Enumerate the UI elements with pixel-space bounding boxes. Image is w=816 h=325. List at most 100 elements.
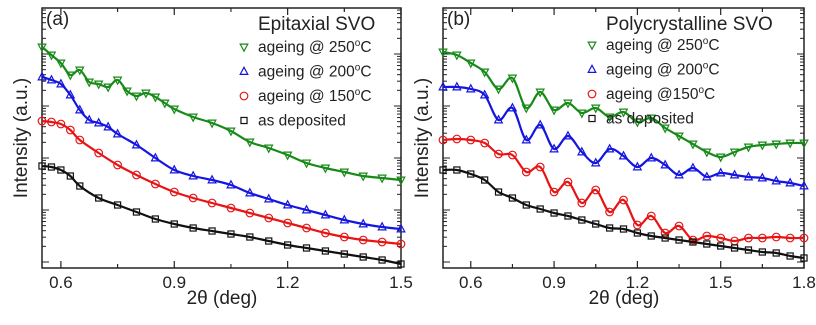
- legend-marker: [239, 66, 249, 75]
- legend-entry-degree: o: [355, 87, 361, 98]
- data-point: [397, 260, 405, 268]
- x-tick-label: 1.2: [626, 273, 650, 292]
- data-point: [37, 43, 47, 53]
- data-point: [675, 236, 683, 244]
- x-tick-label: 1.8: [792, 273, 816, 292]
- data-point: [113, 201, 122, 209]
- legend-entry-degree: o: [355, 63, 361, 74]
- data-point: [618, 108, 629, 118]
- series-line: [41, 164, 402, 266]
- data-point: [438, 48, 448, 58]
- data-point: [661, 234, 669, 242]
- data-point: [84, 114, 95, 124]
- data-point: [758, 248, 766, 256]
- legend-entry-degree: o: [698, 85, 704, 96]
- data-point: [590, 104, 601, 114]
- legend-entry-label: ageing @ 250oC: [606, 36, 720, 54]
- series-line: [41, 46, 402, 182]
- data-point: [604, 113, 615, 123]
- legend-entry-label: as deposited: [258, 113, 346, 130]
- data-point: [37, 116, 47, 126]
- data-point: [377, 174, 387, 184]
- panel-b: (b) Polycrystalline SVO Intensity (a.u.)…: [412, 7, 816, 309]
- panel-a: (a) Epitaxial SVO Intensity (a.u.) 2θ (d…: [11, 7, 413, 309]
- legend-entry-main: ageing @ 200: [258, 64, 355, 81]
- x-tick-label: 1.2: [276, 273, 300, 292]
- data-point: [438, 135, 448, 145]
- data-point: [674, 169, 684, 179]
- data-point: [151, 215, 160, 223]
- legend-entry-main: ageing @ 150: [258, 88, 355, 105]
- data-point: [465, 83, 476, 93]
- legend-entry-label: ageing @ 250oC: [258, 38, 372, 56]
- data-point: [467, 170, 475, 178]
- data-point: [93, 80, 104, 90]
- data-point: [743, 171, 754, 181]
- data-point: [646, 211, 656, 221]
- tick-layer: 0.6 0.9 1.2 1.5 1.8: [443, 8, 816, 292]
- data-point: [563, 130, 573, 140]
- legend-entry-label: ageing @ 200oC: [258, 63, 372, 81]
- data-point: [358, 172, 369, 182]
- legend-entry-unit: C: [708, 37, 719, 54]
- data-point: [507, 74, 518, 84]
- data-point: [169, 105, 180, 115]
- data-point: [632, 161, 643, 171]
- data-point: [646, 114, 657, 124]
- legend-entry-unit: C: [360, 39, 371, 56]
- data-point: [772, 249, 780, 257]
- data-point: [591, 185, 601, 195]
- data-point: [302, 244, 311, 252]
- data-point: [632, 118, 643, 128]
- data-point: [188, 193, 198, 203]
- data-point: [619, 195, 628, 205]
- data-point: [757, 172, 768, 182]
- data-point: [660, 124, 670, 134]
- data-point: [65, 125, 75, 135]
- series-2: [37, 116, 406, 249]
- data-point: [493, 114, 504, 124]
- data-point: [207, 198, 217, 208]
- data-point: [74, 66, 85, 76]
- data-point: [785, 233, 795, 243]
- data-point: [112, 76, 123, 86]
- legend-marker: [587, 89, 597, 99]
- data-point: [452, 51, 462, 61]
- legend-entry-degree: o: [703, 36, 709, 47]
- data-point: [563, 99, 573, 109]
- legend-entry-label: as deposited: [606, 111, 694, 128]
- data-point: [660, 228, 670, 238]
- data-point: [590, 157, 601, 167]
- tick-layer: 0.6 0.9 1.2 1.5: [42, 8, 413, 292]
- data-point: [522, 201, 530, 209]
- data-point: [521, 134, 532, 144]
- legend-marker: [239, 91, 249, 101]
- data-point: [150, 93, 161, 103]
- data-point: [743, 143, 754, 153]
- legend-entry-label: ageing @ 150oC: [258, 87, 372, 105]
- data-point: [549, 143, 559, 153]
- data-point: [265, 237, 273, 245]
- legend-entry-degree: o: [703, 61, 709, 72]
- data-point: [169, 164, 180, 174]
- data-point: [282, 151, 293, 161]
- data-point: [122, 87, 132, 97]
- data-point: [321, 247, 330, 255]
- data-point: [339, 214, 350, 224]
- data-point: [226, 203, 236, 213]
- data-point: [283, 218, 293, 228]
- data-point: [494, 188, 503, 196]
- plot-frame: [442, 7, 805, 269]
- data-point: [160, 99, 170, 109]
- data-point: [521, 167, 531, 177]
- data-point: [786, 252, 794, 260]
- series-line: [442, 168, 805, 260]
- data-point: [757, 233, 767, 243]
- data-point: [74, 104, 85, 114]
- data-point: [226, 179, 236, 189]
- data-point: [47, 163, 56, 171]
- data-point: [246, 233, 254, 241]
- data-point: [744, 246, 753, 254]
